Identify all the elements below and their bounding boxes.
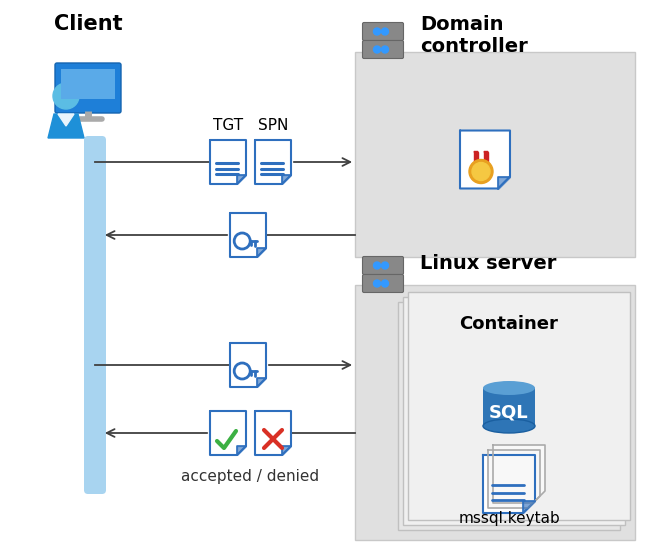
FancyBboxPatch shape (55, 63, 121, 113)
Bar (355, 285, 635, 540)
Ellipse shape (483, 381, 535, 395)
Polygon shape (523, 501, 535, 513)
Circle shape (472, 162, 490, 180)
Text: SQL: SQL (489, 403, 529, 421)
Polygon shape (237, 446, 246, 455)
Circle shape (53, 83, 79, 109)
Text: accepted / denied: accepted / denied (182, 469, 319, 484)
Bar (403, 297, 625, 525)
Bar (398, 302, 620, 530)
FancyBboxPatch shape (61, 69, 115, 99)
Polygon shape (498, 176, 510, 189)
FancyBboxPatch shape (483, 388, 535, 426)
Polygon shape (474, 152, 478, 166)
Polygon shape (484, 152, 488, 156)
Circle shape (374, 262, 381, 269)
Polygon shape (210, 140, 246, 184)
Polygon shape (48, 114, 84, 138)
Polygon shape (483, 455, 535, 513)
Polygon shape (282, 175, 291, 184)
Polygon shape (230, 343, 266, 387)
Polygon shape (255, 411, 291, 455)
Polygon shape (493, 445, 545, 503)
Circle shape (381, 46, 389, 53)
Polygon shape (257, 248, 266, 257)
FancyBboxPatch shape (362, 257, 403, 275)
FancyBboxPatch shape (362, 22, 403, 41)
FancyBboxPatch shape (362, 41, 403, 59)
Circle shape (374, 46, 381, 53)
Text: TGT: TGT (213, 118, 243, 133)
Polygon shape (484, 152, 488, 166)
Polygon shape (282, 446, 291, 455)
FancyBboxPatch shape (362, 275, 403, 292)
Ellipse shape (483, 419, 535, 433)
Polygon shape (237, 175, 246, 184)
Bar (355, 52, 635, 257)
Text: Linux server: Linux server (420, 254, 556, 273)
Bar (408, 292, 630, 520)
Polygon shape (210, 411, 246, 455)
Polygon shape (257, 378, 266, 387)
Circle shape (381, 262, 389, 269)
Text: Client: Client (53, 14, 122, 34)
Text: mssql.keytab: mssql.keytab (458, 511, 560, 526)
Polygon shape (488, 450, 540, 508)
Polygon shape (460, 131, 510, 189)
Polygon shape (58, 114, 74, 126)
FancyBboxPatch shape (84, 136, 106, 494)
Circle shape (469, 160, 493, 184)
Circle shape (381, 280, 389, 287)
Circle shape (374, 28, 381, 35)
Text: SPN: SPN (258, 118, 288, 133)
Circle shape (381, 28, 389, 35)
Circle shape (374, 280, 381, 287)
Polygon shape (474, 152, 478, 156)
Polygon shape (230, 213, 266, 257)
Text: Domain
controller: Domain controller (420, 15, 528, 56)
Polygon shape (255, 140, 291, 184)
Text: Container: Container (459, 315, 558, 333)
